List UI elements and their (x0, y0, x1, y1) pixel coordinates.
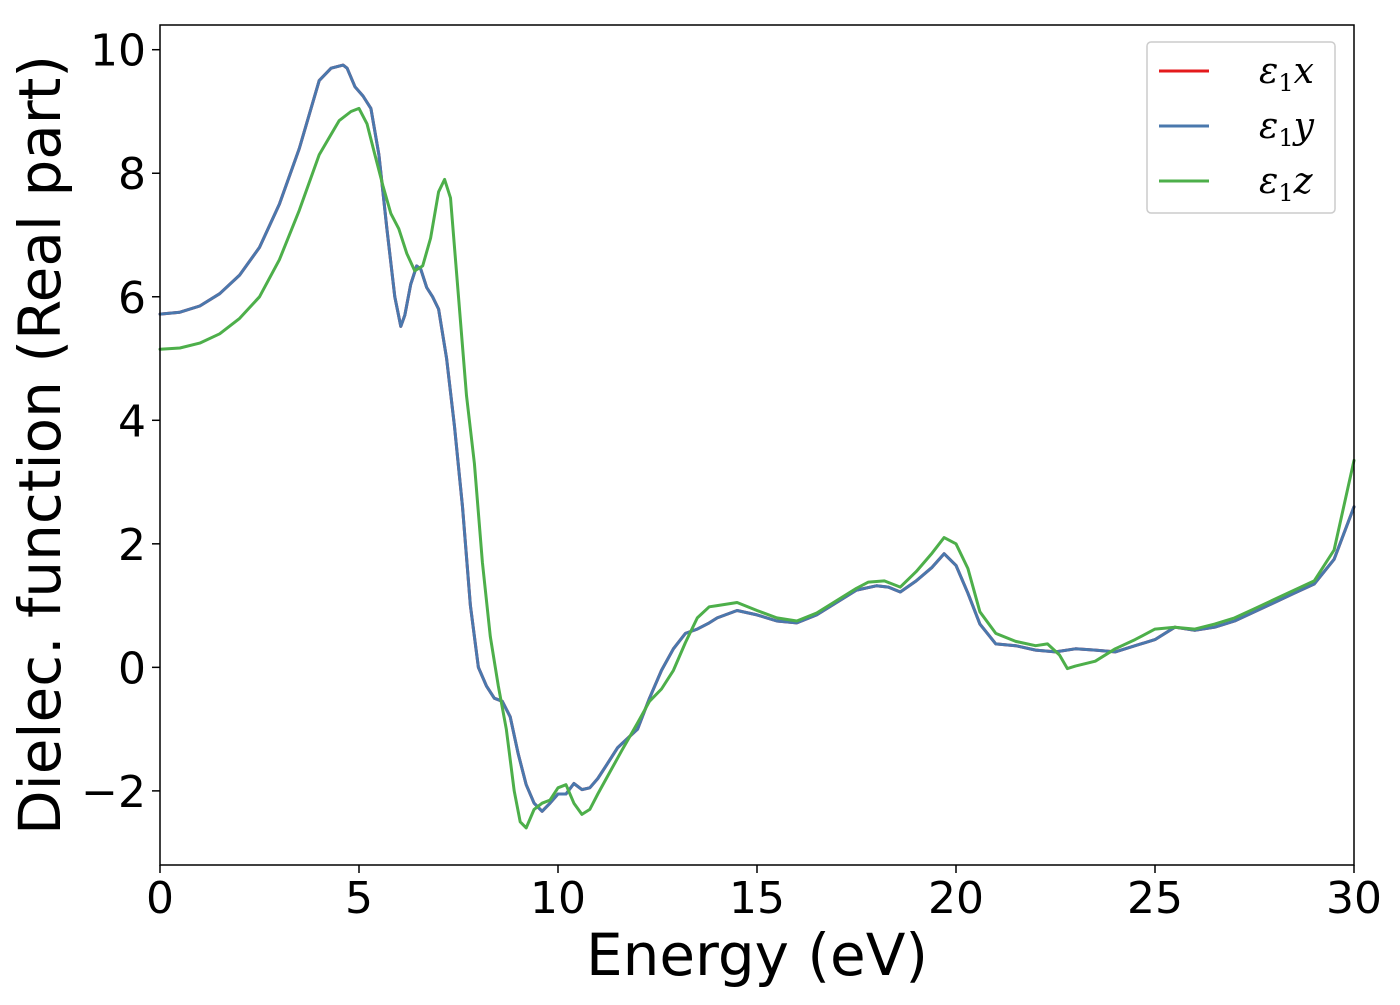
legend: ε1x ε1y ε1z (1146, 41, 1336, 214)
x-tick-label: 25 (1127, 873, 1183, 924)
y-tick-label: 4 (118, 396, 146, 447)
x-tick-label: 15 (729, 873, 785, 924)
x-tick-label: 10 (530, 873, 586, 924)
y-axis-title: Dielec. function (Real part) (6, 55, 74, 835)
x-axis-ticks: 0 5 10 15 20 25 30 (146, 865, 1382, 924)
legend-box (1146, 41, 1336, 214)
x-tick-label: 5 (345, 873, 373, 924)
legend-label-x: ε1x (1259, 51, 1314, 97)
x-tick-label: 30 (1326, 873, 1382, 924)
y-tick-label: 0 (118, 643, 146, 694)
y-tick-label: 10 (90, 26, 146, 77)
y-axis-ticks: −2 0 2 4 6 8 10 (81, 26, 160, 818)
x-tick-label: 0 (146, 873, 174, 924)
y-tick-label: 8 (118, 149, 146, 200)
series-line-z (158, 106, 1356, 830)
x-axis-title: Energy (eV) (586, 921, 928, 989)
series-line-y (158, 63, 1356, 813)
legend-label-z: ε1z (1259, 161, 1314, 207)
y-tick-label: 2 (118, 520, 146, 571)
y-tick-label: 6 (118, 273, 146, 324)
y-tick-label: −2 (81, 767, 146, 818)
x-tick-label: 20 (928, 873, 984, 924)
legend-label-y: ε1y (1259, 106, 1315, 152)
series-layer (158, 63, 1356, 830)
